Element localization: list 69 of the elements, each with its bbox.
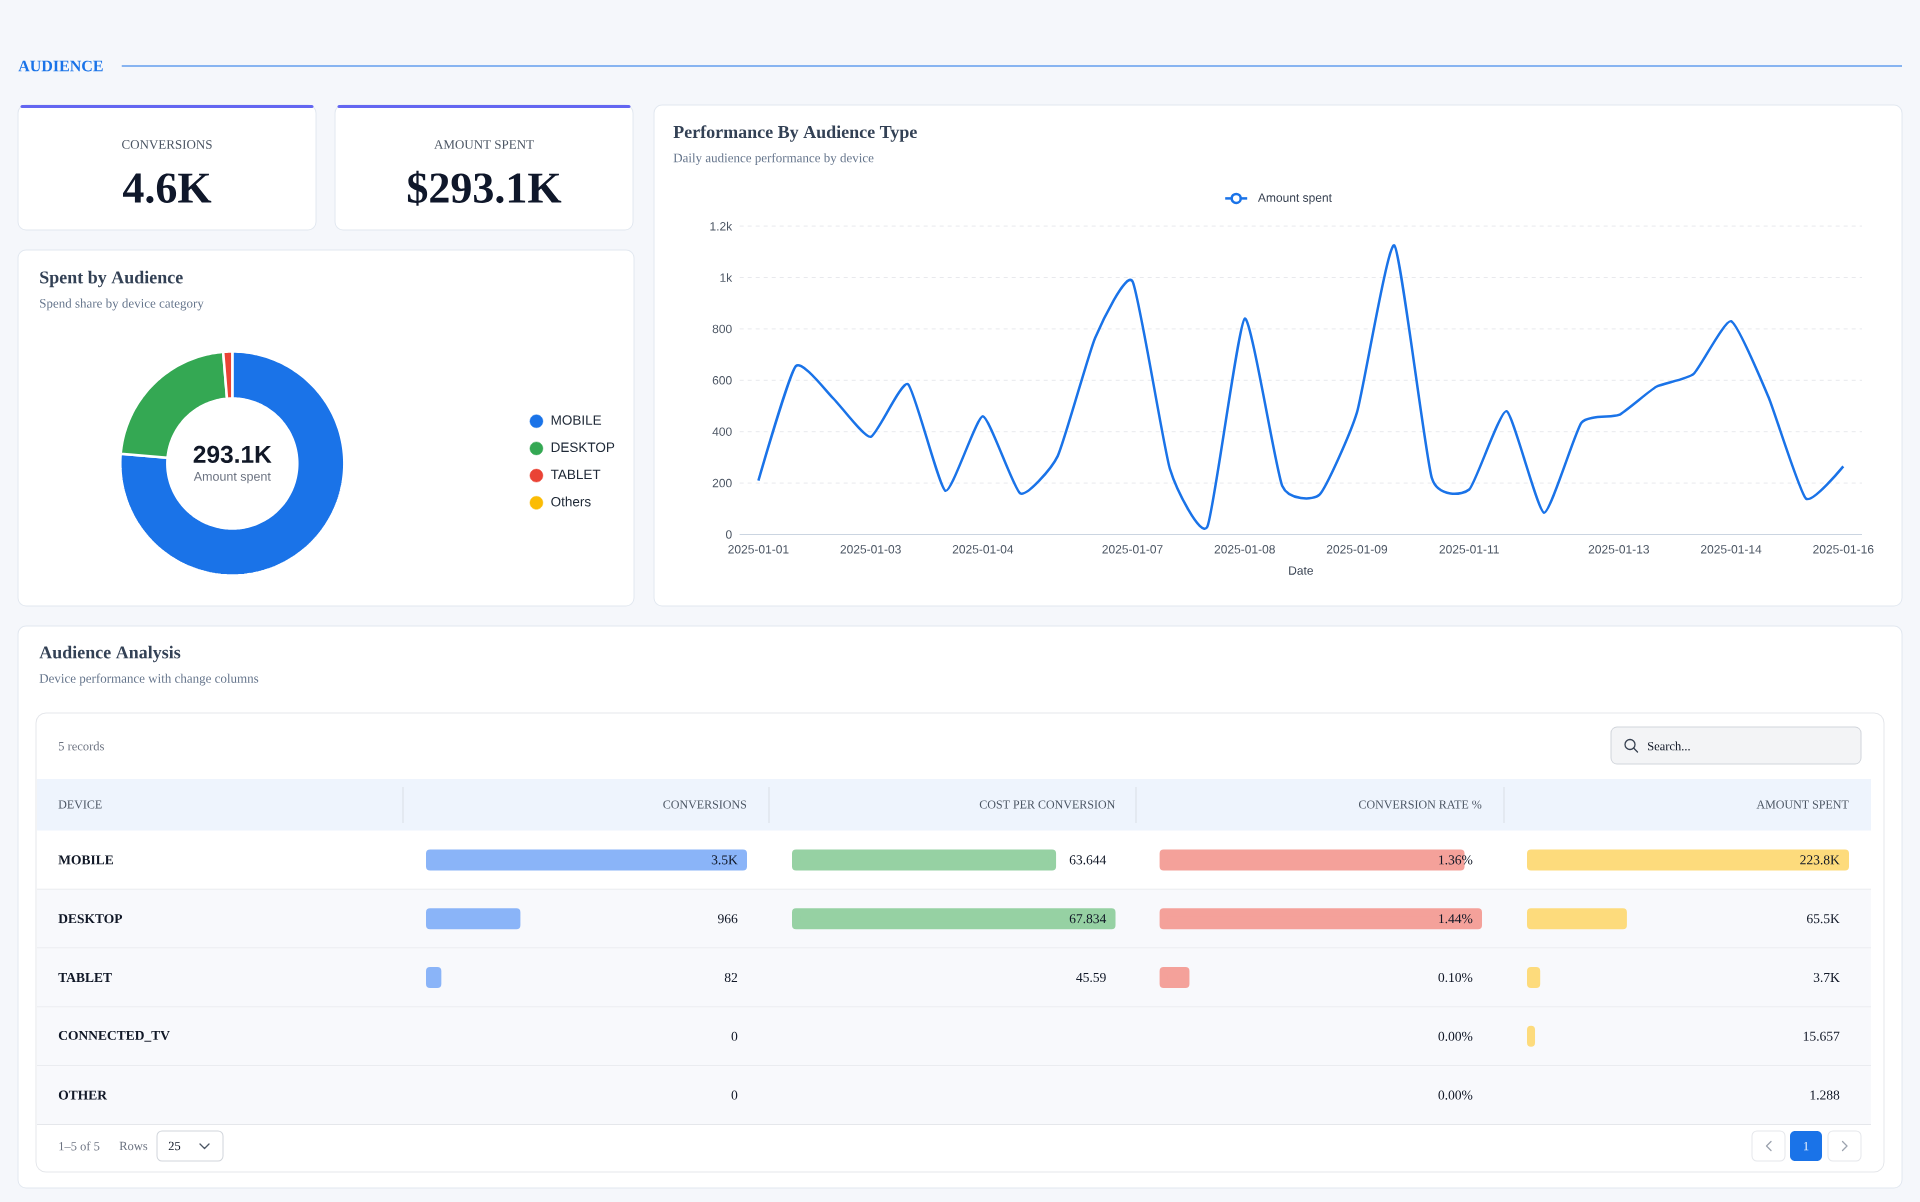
- data-label: 3.7K: [1813, 972, 1840, 983]
- y-tick-label: 600: [712, 376, 732, 385]
- x-axis-title: CONVERSIONS: [663, 800, 747, 809]
- chart-subtitle: Daily audience performance by device: [673, 153, 874, 165]
- data-label: 0.00%: [1438, 1031, 1473, 1041]
- y-tick-label: DESKTOP: [58, 914, 123, 924]
- data-label: 63.644: [1069, 855, 1107, 865]
- text: AMOUNT SPENT: [434, 140, 534, 149]
- data-label: 65.5K: [1807, 914, 1840, 924]
- x-axis-title: COST PER CONVERSION: [979, 800, 1116, 809]
- x-tick-label: 2025-01-07: [1102, 545, 1163, 554]
- text: Audience Analysis: [39, 645, 181, 663]
- y-axis-title: DEVICE: [58, 800, 102, 809]
- x-tick-label: 2025-01-09: [1326, 545, 1388, 554]
- data-label: 0.10%: [1438, 972, 1473, 983]
- data-label: 67.834: [1069, 914, 1107, 924]
- y-tick-label: 0: [725, 530, 732, 539]
- data-label: 223.8K: [1800, 855, 1840, 865]
- y-tick-label: 800: [712, 324, 732, 334]
- legend-label: TABLET: [550, 469, 601, 480]
- data-label: 1.36%: [1439, 855, 1473, 865]
- text: 1: [1803, 1141, 1809, 1151]
- x-tick-label: 2025-01-13: [1588, 545, 1649, 554]
- text: AUDIENCE: [18, 60, 103, 72]
- y-tick-label: 1.2k: [710, 221, 733, 231]
- legend-label: Others: [551, 496, 591, 507]
- x-axis-title: Date: [1289, 566, 1313, 575]
- y-tick-label: 400: [712, 427, 732, 436]
- chart-subtitle: Spend share by device category: [40, 298, 204, 311]
- legend-label: DESKTOP: [551, 442, 615, 453]
- y-tick-label: 200: [712, 478, 732, 488]
- x-axis-title: AMOUNT SPENT: [1756, 800, 1849, 809]
- chart-title: Spent by Audience: [40, 270, 183, 288]
- y-tick-label: TABLET: [58, 973, 112, 982]
- y-tick-label: OTHER: [58, 1090, 108, 1100]
- data-label: 3.5K: [711, 855, 738, 865]
- x-tick-label: 2025-01-11: [1439, 545, 1499, 554]
- legend-label: Amount spent: [1257, 193, 1332, 205]
- legend-label: MOBILE: [551, 415, 602, 425]
- chart-title: Performance By Audience Type: [673, 125, 917, 142]
- text: $293.1K: [407, 170, 562, 206]
- text: 1–5 of 5: [59, 1141, 100, 1151]
- text: Rows: [119, 1141, 148, 1151]
- data-label: 82: [724, 972, 738, 983]
- x-axis-title: CONVERSION RATE %: [1358, 800, 1482, 809]
- text: 4.6K: [123, 173, 212, 204]
- line-series: [757, 244, 1845, 530]
- x-tick-label: 2025-01-08: [1214, 545, 1275, 554]
- text: Amount spent: [193, 472, 271, 484]
- data-label: 966: [717, 914, 738, 924]
- data-label: 45.59: [1076, 972, 1106, 983]
- data-label: 1.44%: [1439, 914, 1473, 924]
- data-label: 15.657: [1803, 1031, 1840, 1041]
- text: 5 records: [58, 741, 104, 751]
- x-tick-label: 2025-01-16: [1813, 545, 1874, 554]
- x-tick-label: 2025-01-04: [952, 545, 1014, 554]
- text: 293.1K: [193, 445, 272, 464]
- x-tick-label: 2025-01-01: [728, 545, 789, 554]
- y-tick-label: 1k: [720, 273, 733, 282]
- text: Search...: [1648, 741, 1690, 751]
- data-label: 0.00%: [1438, 1090, 1473, 1100]
- y-tick-label: CONNECTED_TV: [58, 1030, 170, 1042]
- text: 25: [168, 1141, 181, 1151]
- y-tick-label: MOBILE: [58, 855, 114, 865]
- x-tick-label: 2025-01-03: [840, 545, 901, 554]
- data-label: 1.288: [1810, 1090, 1840, 1100]
- text: CONVERSIONS: [122, 140, 212, 149]
- x-tick-label: 2025-01-14: [1700, 545, 1762, 554]
- text: Device performance with change columns: [39, 673, 259, 686]
